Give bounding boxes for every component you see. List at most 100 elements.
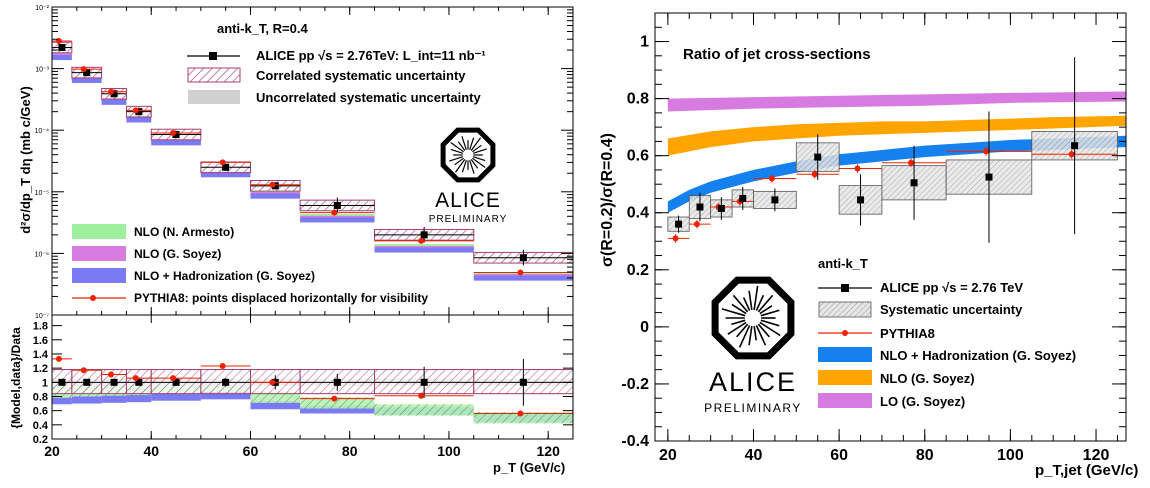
pythia-point [768, 175, 775, 182]
ratio-nlo-had-band [250, 401, 301, 410]
pythia-point [811, 171, 818, 178]
ratio-nlo-had-band [200, 391, 251, 400]
legend-r-data-label: ALICE pp √s = 2.76 TeV [880, 280, 1023, 295]
data-point [696, 203, 704, 211]
data-point [985, 173, 993, 181]
pythia-point [170, 130, 177, 137]
alice-logo-ray [753, 285, 759, 310]
ratio-panel: 20 40 60 80 100 1200.20.40.60.811.21.41.61.8 … [9, 314, 574, 475]
legend-data-marker [209, 52, 217, 60]
data-point [172, 131, 180, 139]
alice-logo-ray [757, 323, 770, 338]
data-point [110, 90, 118, 98]
ratio-pythia-point [418, 392, 425, 399]
spectrum-model-legend: NLO (N. Armesto) NLO (G. Soyez) NLO + Ha… [72, 224, 428, 305]
legend-nlo-had-swatch [72, 268, 126, 283]
alice-logo-ray [748, 290, 753, 310]
alice-logo-ray [461, 136, 467, 151]
alice-logo-left-prelim: PRELIMINARY [429, 214, 508, 225]
alice-logo-ray [742, 297, 751, 311]
y-tick-label: 10⁻⁴ [35, 128, 50, 135]
ratio-data-point [135, 378, 143, 386]
pythia-point [908, 159, 915, 166]
alice-logo-ray [472, 144, 482, 153]
nlo-had-band [250, 193, 301, 199]
alice-logo-ray [450, 148, 464, 154]
data-point [519, 254, 527, 262]
nlo-had-band [101, 99, 127, 105]
alice-logo-ray [757, 294, 774, 313]
ratio-data-point [110, 378, 118, 386]
y-tick-label: 10⁻⁷ [35, 313, 49, 320]
y-tick-label: 1.4 [33, 349, 49, 361]
data-point [739, 194, 747, 202]
ratio-data-point [83, 378, 91, 386]
data-point [83, 69, 91, 77]
legend-r-lo-swatch [818, 393, 872, 408]
jet-ratio-ticks: 20 40 60 80 100 120 -0.4 -0.2 0 0.2 0.4 0.6 0.8 1 [621, 13, 1126, 464]
nlo-had-band [52, 54, 72, 61]
x-tick-label: 120 [1083, 447, 1110, 464]
ratio-pythia-point [219, 363, 226, 370]
data-point [58, 44, 66, 52]
ratio-nlo-had-band [71, 395, 102, 404]
y-tick-label: 10⁻⁶ [35, 251, 49, 258]
alice-logo-ray [760, 309, 780, 317]
pythia-point [132, 107, 139, 114]
nlo-had-band [71, 77, 102, 83]
jet-ratio-legend-title: anti-k_T [818, 256, 868, 271]
alice-logo-left: ALICE PRELIMINARY [429, 127, 508, 225]
jet-ratio-legend: anti-k_T ALICE pp √s = 2.76 TeV Systemat… [818, 256, 1076, 409]
jet-ratio-marks [667, 57, 1126, 243]
x-tick-label: 80 [342, 443, 358, 459]
y-tick-label: 0.8 [627, 91, 649, 108]
alice-logo-ray [755, 294, 765, 311]
pythia-point [982, 148, 989, 155]
legend-pythia-marker [90, 295, 96, 301]
ratio-nlo-had-band [151, 392, 201, 401]
alice-logo-octagon [440, 127, 496, 183]
x-tick-label: 80 [916, 447, 934, 464]
data-point [420, 231, 428, 239]
y-tick-label: 0.8 [33, 391, 48, 403]
legend-nlo-had-label: NLO + Hadronization (G. Soyez) [134, 269, 315, 283]
alice-logo-ray [454, 157, 464, 166]
data-point [135, 108, 143, 116]
data-point [675, 220, 683, 228]
alice-logo-ray [748, 326, 753, 346]
ratio-nlo-had-band [52, 396, 72, 405]
alice-logo-ray [469, 137, 475, 151]
legend-r-nlo-swatch [818, 370, 872, 385]
legend-r-lo-label: LO (G. Soyez) [880, 394, 965, 409]
alice-logo-ray [721, 308, 746, 317]
alice-logo-octagon [711, 276, 795, 360]
y-tick-label: 0.2 [627, 262, 649, 279]
spectrum-legend: anti-k_T, R=0.4 ALICE pp √s = 2.76TeV: L… [187, 21, 486, 105]
ratio-data-point [420, 378, 428, 386]
alice-logo-ray [738, 325, 751, 348]
data-point [910, 179, 918, 187]
ratio-data-point [333, 378, 341, 386]
y-tick-label: 0.2 [33, 434, 48, 446]
alice-logo-ray [469, 159, 475, 174]
legend-r-sys-swatch [818, 301, 872, 318]
legend-corr-sys-swatch [187, 67, 241, 83]
ratio-pythia-point [55, 355, 62, 362]
alice-logo-ray [472, 156, 486, 162]
y-tick-label: 0.6 [33, 406, 48, 418]
spectrum-ylabel: d²σ/dp_T dη (mb c/GeV) [18, 86, 33, 234]
alice-logo-ray [472, 157, 486, 169]
data-point [1071, 142, 1079, 150]
legend-uncorr-sys-label: Uncorrelated systematic uncertainty [256, 90, 481, 105]
x-tick-label: 60 [830, 447, 848, 464]
data-point [717, 204, 725, 212]
alice-logo-rays [449, 136, 487, 174]
alice-logo-ray [454, 159, 466, 173]
pythia-point [854, 165, 861, 172]
alice-logo-ray [450, 141, 464, 153]
alice-logo-ray [753, 326, 758, 341]
ratio-pythia-point [517, 410, 524, 417]
ratio-data-point [222, 378, 230, 386]
nlo-had-band [126, 117, 152, 123]
